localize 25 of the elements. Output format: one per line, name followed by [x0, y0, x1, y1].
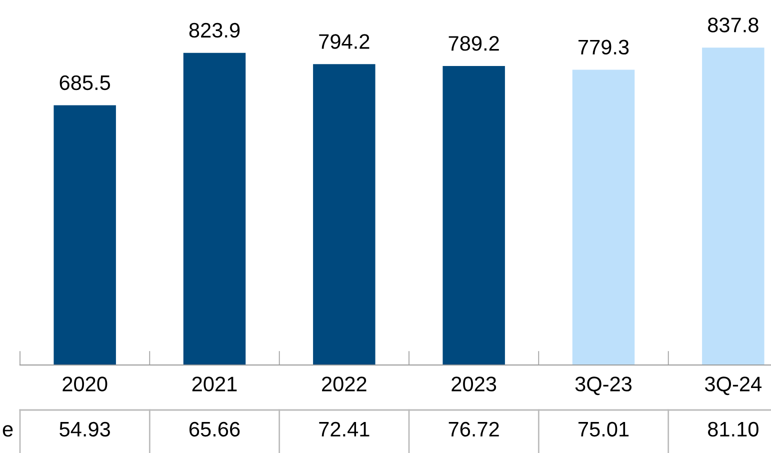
text: 75.01 [578, 422, 629, 437]
text: 81.10 [708, 422, 758, 437]
text: 72.41 [319, 422, 370, 436]
bar [442, 66, 505, 365]
x-tick-label: 2023 [452, 376, 496, 392]
bar [183, 52, 246, 365]
bar [313, 64, 376, 365]
x-tick-label: 2021 [192, 376, 237, 392]
text: e [2, 425, 13, 437]
data-label: 685.5 [60, 75, 110, 90]
text: 65.66 [189, 422, 240, 437]
text: 76.72 [448, 422, 499, 437]
x-tick-label: 2020 [62, 376, 108, 392]
text: 54.93 [60, 422, 110, 437]
data-label: 794.2 [319, 34, 370, 49]
x-tick-label: 3Q-24 [705, 376, 762, 396]
data-label: 837.8 [708, 18, 758, 32]
data-label: 789.2 [448, 36, 499, 51]
bar [702, 48, 764, 365]
data-label: 779.3 [578, 40, 629, 55]
bar [54, 105, 116, 365]
data-label: 823.9 [189, 22, 240, 38]
x-tick-label: 2022 [322, 376, 366, 392]
bar [572, 70, 635, 365]
x-tick-label: 3Q-23 [575, 376, 632, 396]
